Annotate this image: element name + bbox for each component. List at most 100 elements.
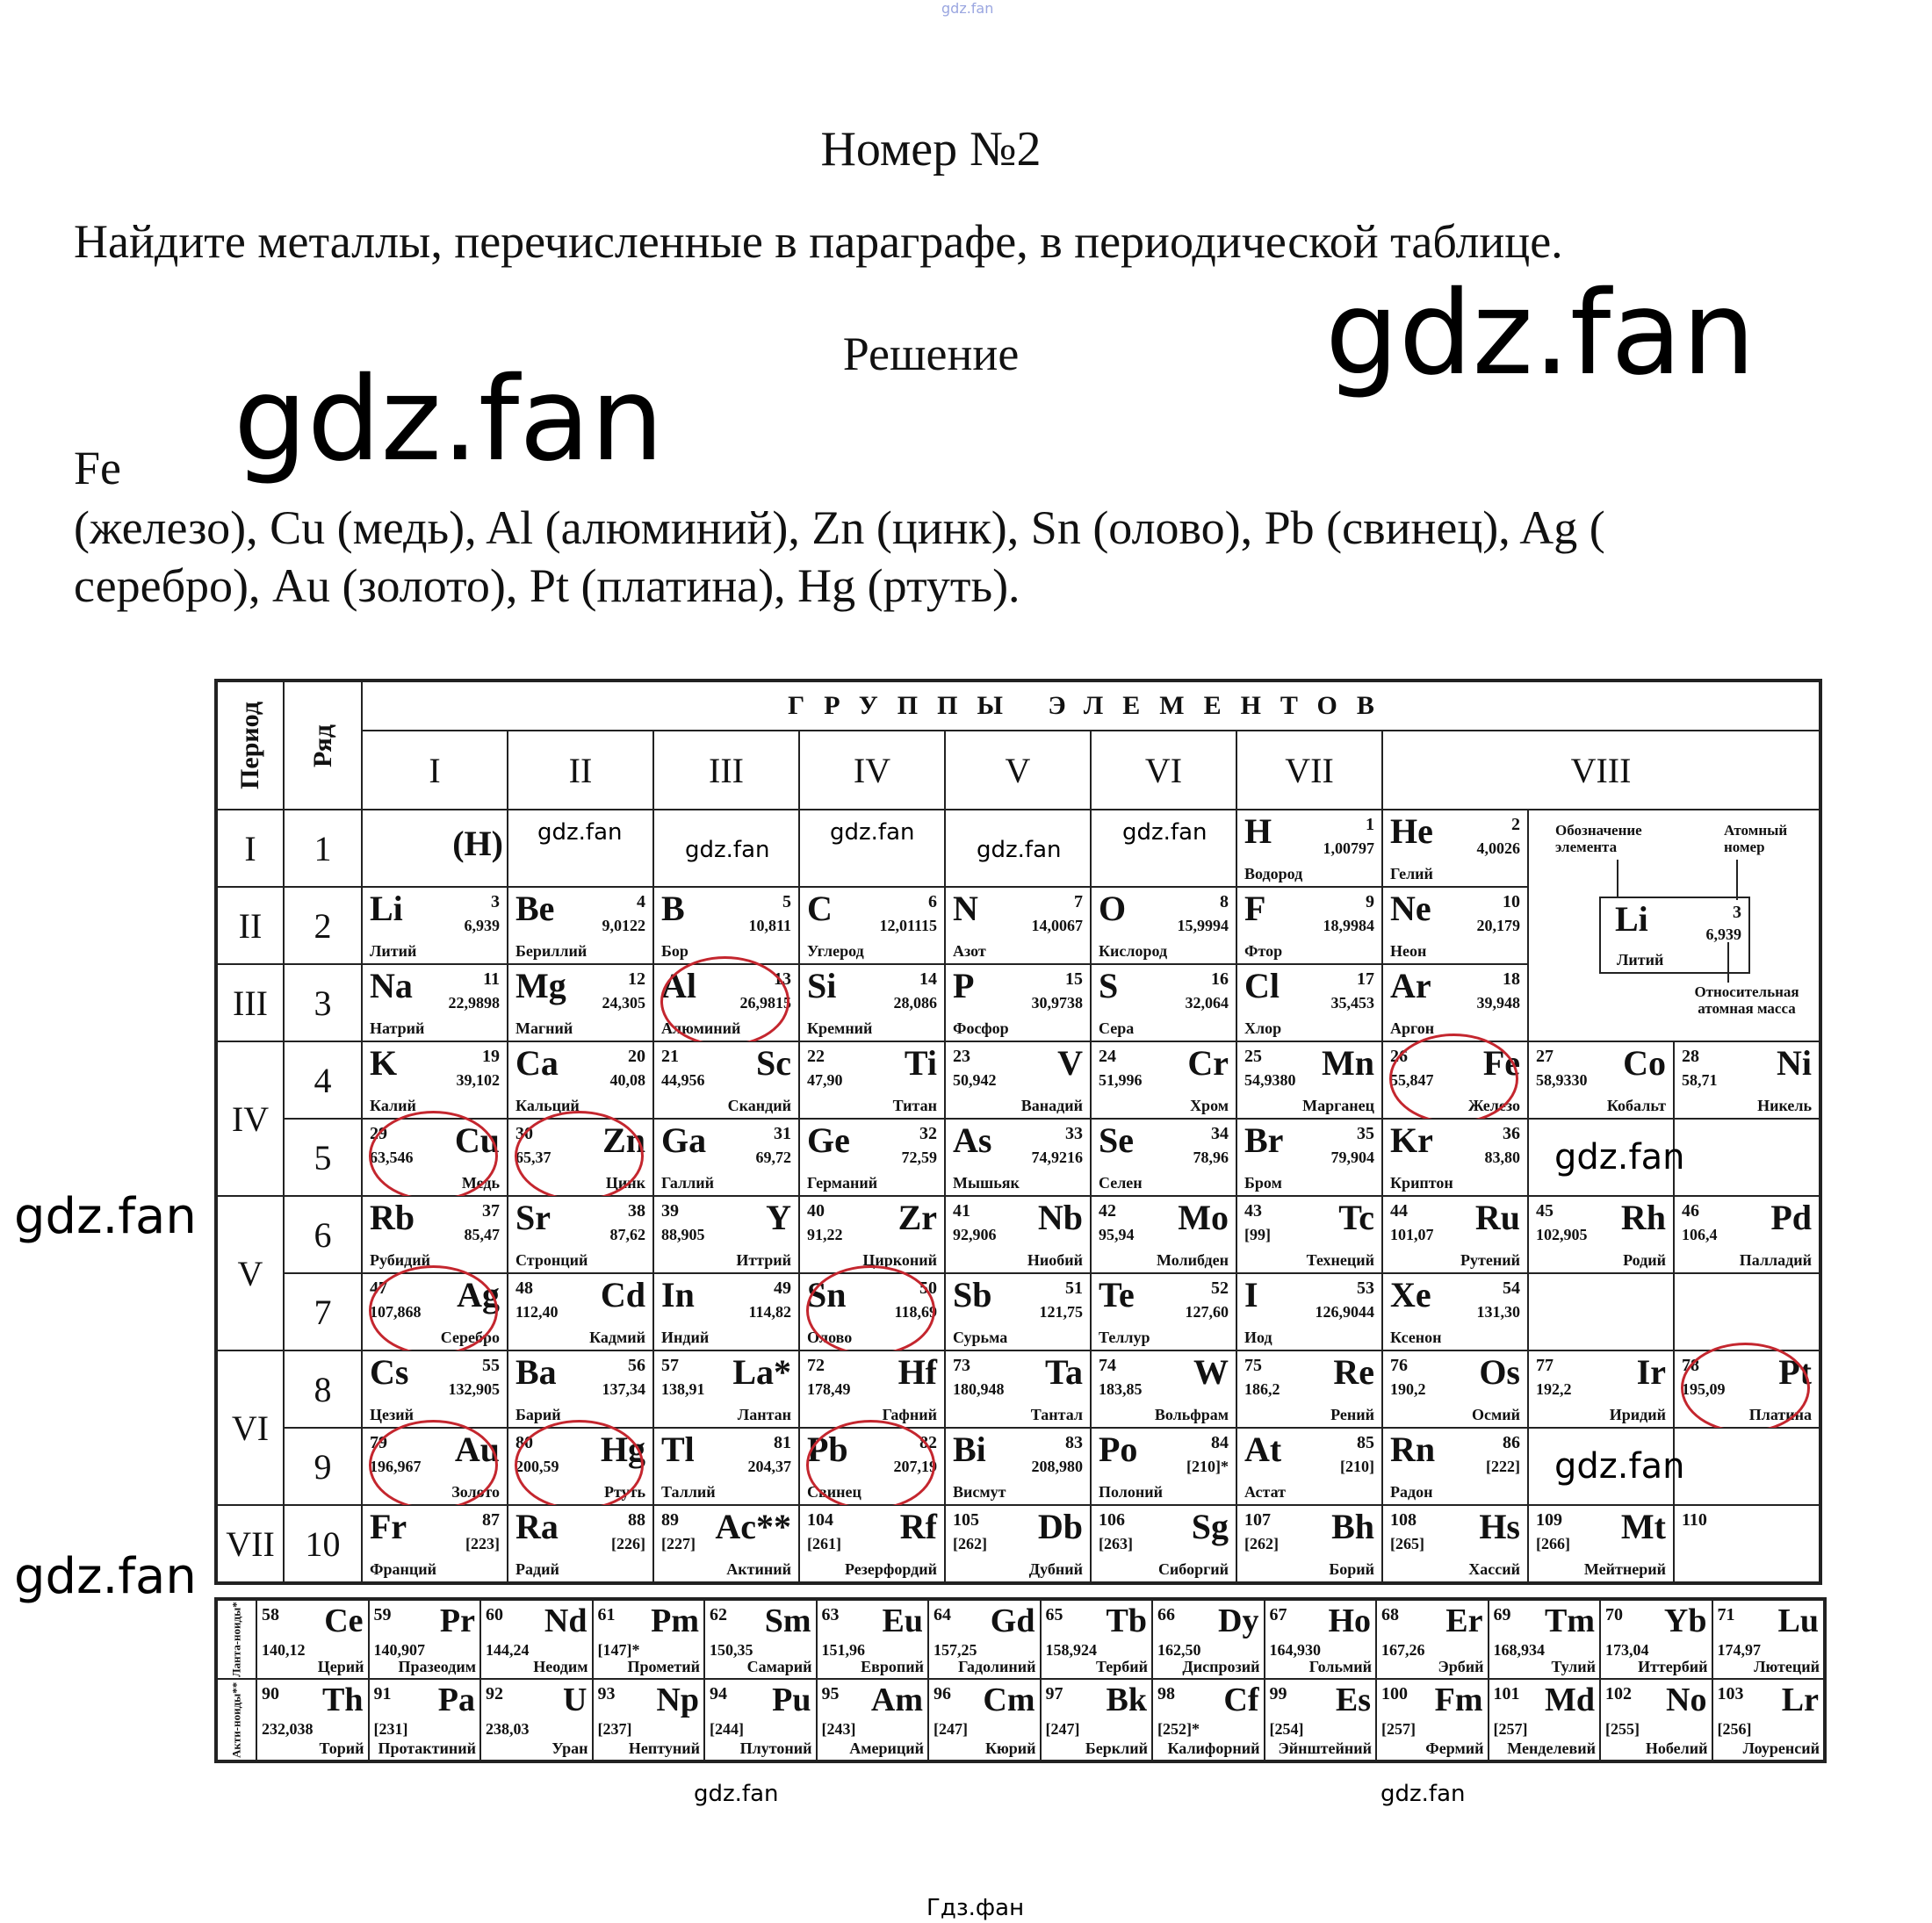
element-cell: Mo 42 95,94 Молибден bbox=[1091, 1196, 1236, 1273]
atomic-number: 59 bbox=[373, 1605, 392, 1624]
group-header: II bbox=[508, 731, 653, 810]
atomic-mass: 127,60 bbox=[1185, 1303, 1229, 1321]
atomic-mass: [147]* bbox=[597, 1641, 640, 1659]
atomic-number: 9 bbox=[1366, 892, 1374, 911]
element-name: Платина bbox=[1748, 1406, 1812, 1423]
element-name: Калифорний bbox=[1167, 1739, 1260, 1757]
element-name: Теллур bbox=[1099, 1329, 1150, 1346]
element-name: Полоний bbox=[1099, 1483, 1163, 1501]
element-symbol: Ra bbox=[515, 1507, 559, 1546]
atomic-number: 6 bbox=[928, 892, 937, 911]
atomic-number: 73 bbox=[953, 1356, 970, 1375]
element-name: Неодим bbox=[533, 1658, 588, 1675]
atomic-mass: 74,9216 bbox=[1031, 1149, 1084, 1166]
element-symbol: Cu bbox=[454, 1120, 500, 1160]
element-cell: Mn 25 54,9380 Марганец bbox=[1236, 1041, 1382, 1119]
atomic-number: 26 bbox=[1390, 1047, 1408, 1066]
element-name: Кадмий bbox=[589, 1329, 645, 1346]
element-symbol: Te bbox=[1099, 1275, 1135, 1314]
watermark: gdz.fan bbox=[1325, 266, 1755, 401]
element-cell: Eu 63 151,96 Европий bbox=[816, 1600, 928, 1679]
element-name: Кобальт bbox=[1606, 1097, 1666, 1114]
atomic-number: 98 bbox=[1157, 1684, 1175, 1703]
atomic-number: 13 bbox=[774, 969, 791, 989]
element-symbol: Ti bbox=[904, 1043, 937, 1083]
atomic-mass: 131,30 bbox=[1476, 1303, 1521, 1321]
element-symbol: Fe bbox=[1482, 1043, 1520, 1083]
element-name: Бор bbox=[661, 942, 688, 960]
legend-example-box: Li 3 6,939 Литий bbox=[1599, 897, 1750, 974]
periodic-table: Период Ряд ГРУППЫ ЭЛЕМЕНТОВ I II III IV V VI VII V… bbox=[214, 679, 1822, 1585]
element-cell: Rb 37 85,47 Рубидий bbox=[362, 1196, 508, 1273]
element-symbol: Cd bbox=[600, 1275, 645, 1314]
element-cell: Pm 61 [147]* Прометий bbox=[592, 1600, 704, 1679]
element-symbol: Nb bbox=[1037, 1198, 1083, 1237]
element-cell: Tl 81 204,37 Таллий bbox=[653, 1428, 799, 1505]
element-cell: Rh 45 102,905 Родий bbox=[1528, 1196, 1674, 1273]
element-symbol: Po bbox=[1099, 1430, 1138, 1469]
atomic-mass: [227] bbox=[661, 1535, 696, 1552]
element-cell: Te 52 127,60 Теллур bbox=[1091, 1273, 1236, 1350]
element-name: Празеодим bbox=[398, 1658, 476, 1675]
element-cell: Cl 17 35,453 Хлор bbox=[1236, 964, 1382, 1041]
element-cell: 110 bbox=[1674, 1505, 1820, 1582]
atomic-number: 55 bbox=[482, 1356, 500, 1375]
row-number: 2 bbox=[284, 887, 362, 964]
element-name: Эрбий bbox=[1438, 1658, 1484, 1675]
element-symbol: Rn bbox=[1390, 1430, 1436, 1469]
element-cell: Bk 97 [247] Берклий bbox=[1040, 1679, 1152, 1761]
atomic-number: 7 bbox=[1074, 892, 1083, 911]
element-cell: Sb 51 121,75 Сурьма bbox=[945, 1273, 1091, 1350]
element-name: Протактиний bbox=[378, 1739, 476, 1757]
element-name: Актиний bbox=[726, 1560, 791, 1578]
watermark: gdz.fan bbox=[977, 837, 1062, 863]
atomic-number: 31 bbox=[774, 1124, 791, 1143]
element-name: Криптон bbox=[1390, 1174, 1453, 1192]
atomic-mass: 167,26 bbox=[1381, 1641, 1425, 1659]
atomic-number: 14 bbox=[919, 969, 937, 989]
element-name: Индий bbox=[661, 1329, 710, 1346]
element-symbol: Th bbox=[322, 1682, 364, 1718]
element-cell: B 5 10,811 Бор bbox=[653, 887, 799, 964]
empty-cell bbox=[945, 810, 1091, 887]
atomic-mass: 140,12 bbox=[262, 1641, 306, 1659]
atomic-number: 39 bbox=[661, 1201, 679, 1221]
element-cell: Sg 106 [263] Сиборгий bbox=[1091, 1505, 1236, 1582]
element-symbol: Gd bbox=[990, 1602, 1035, 1639]
element-name: Литий bbox=[370, 942, 417, 960]
element-cell: Th 90 232,038 Торий bbox=[256, 1679, 369, 1761]
element-symbol: Mn bbox=[1322, 1043, 1374, 1083]
atomic-number: 3 bbox=[491, 892, 500, 911]
element-cell: Rn 86 [222] Радон bbox=[1382, 1428, 1528, 1505]
element-symbol: Si bbox=[807, 966, 837, 1005]
element-name: Кальций bbox=[515, 1097, 580, 1114]
element-cell: Hs 108 [265] Хассий bbox=[1382, 1505, 1528, 1582]
empty-cell bbox=[1528, 1119, 1674, 1196]
atomic-mass: 118,69 bbox=[894, 1303, 937, 1321]
legend-number-label: Атомный номер bbox=[1724, 822, 1788, 855]
atomic-mass: 40,08 bbox=[609, 1071, 646, 1089]
element-symbol: Li bbox=[370, 889, 403, 928]
row-header: Ряд bbox=[284, 681, 362, 810]
element-cell: Ru 44 101,07 Рутений bbox=[1382, 1196, 1528, 1273]
element-symbol: Cr bbox=[1187, 1043, 1229, 1083]
row-number: 1 bbox=[284, 810, 362, 887]
atomic-number: 88 bbox=[628, 1510, 645, 1530]
element-symbol: Rh bbox=[1620, 1198, 1666, 1237]
element-symbol: U bbox=[563, 1682, 588, 1718]
watermark: gdz.fan bbox=[685, 837, 770, 863]
element-symbol: Na bbox=[370, 966, 413, 1005]
element-name: Иттербий bbox=[1638, 1658, 1708, 1675]
element-cell: Tm 69 168,934 Тулий bbox=[1488, 1600, 1600, 1679]
element-symbol: Be bbox=[515, 889, 555, 928]
element-cell: Be 4 9,0122 Бериллий bbox=[508, 887, 653, 964]
atomic-number: 5 bbox=[782, 892, 791, 911]
element-symbol: Cl bbox=[1244, 966, 1280, 1005]
element-name: Менделевий bbox=[1507, 1739, 1596, 1757]
atomic-mass: [263] bbox=[1099, 1535, 1133, 1552]
element-cell: Cu 29 63,546 Медь bbox=[362, 1110, 508, 1201]
element-name: Иридий bbox=[1609, 1406, 1666, 1423]
element-symbol: Co bbox=[1623, 1043, 1666, 1083]
atomic-mass: [254] bbox=[1269, 1720, 1304, 1738]
atomic-mass: 158,924 bbox=[1045, 1641, 1098, 1659]
